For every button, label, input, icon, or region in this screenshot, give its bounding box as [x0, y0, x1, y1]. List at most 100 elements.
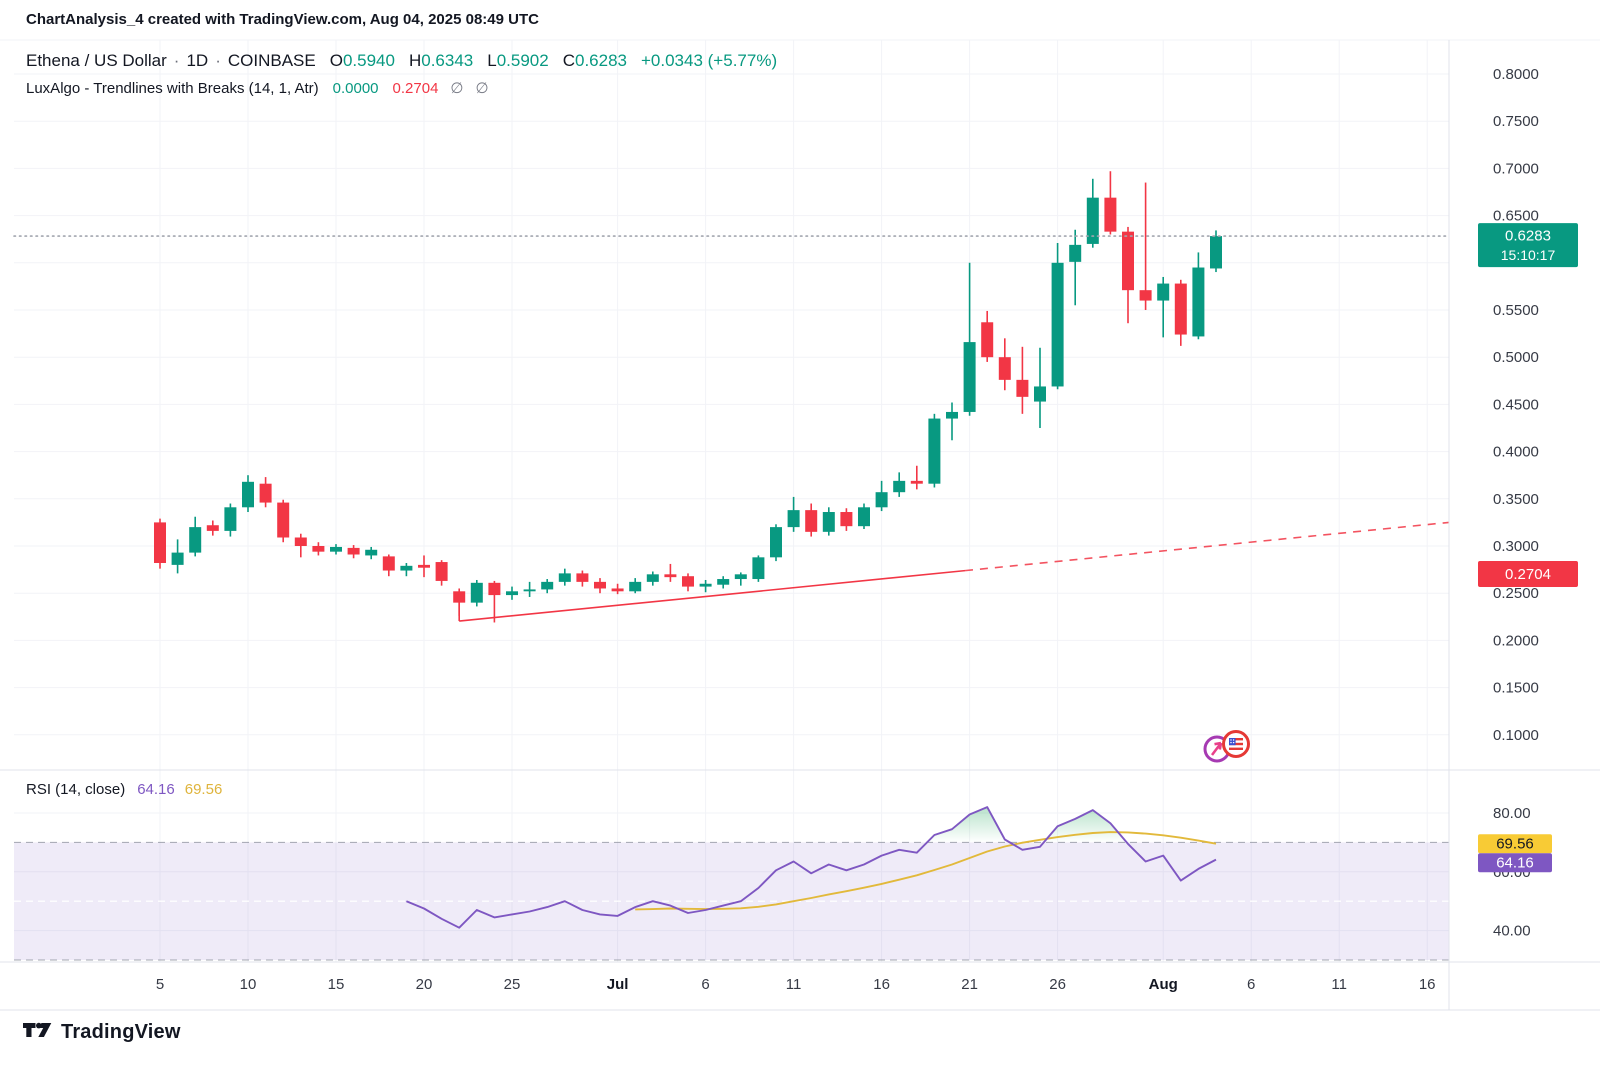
- candle: [365, 546, 378, 560]
- candle: [206, 520, 219, 536]
- rsi-ma-badge: [1478, 834, 1552, 854]
- candle: [822, 507, 835, 536]
- time-axis-label: 21: [961, 976, 978, 993]
- candle: [699, 579, 712, 593]
- candle: [875, 480, 888, 512]
- candle: [154, 518, 166, 569]
- candle: [910, 465, 923, 490]
- low-value: 0.5902: [496, 51, 549, 70]
- tradingview-logo-icon: [22, 1018, 52, 1047]
- candle: [664, 563, 677, 582]
- candle: [594, 578, 606, 594]
- candle: [541, 579, 554, 594]
- price-axis-label: 0.3500: [1493, 491, 1539, 508]
- candle: [858, 503, 870, 530]
- price-axis-label: 0.6500: [1493, 208, 1539, 225]
- candle: [1192, 252, 1205, 340]
- candle: [523, 581, 536, 597]
- empty-set-icon: ∅: [450, 80, 464, 97]
- time-axis-label: 6: [1247, 976, 1255, 993]
- high-value: 0.6343: [421, 51, 474, 70]
- candle: [1016, 346, 1029, 414]
- candle: [1139, 182, 1152, 310]
- candle: [470, 579, 483, 607]
- time-axis-label: Aug: [1149, 976, 1178, 993]
- symbol-name: Ethena / US Dollar: [26, 51, 167, 70]
- rsi-legend-row[interactable]: RSI (14, close) 64.16 69.56: [26, 781, 222, 798]
- interval-label: 1D: [186, 51, 209, 70]
- tradingview-logo-text: TradingView: [61, 1021, 181, 1043]
- time-axis-label: 15: [328, 976, 345, 993]
- rsi-line: [406, 806, 1217, 929]
- candle: [347, 545, 360, 559]
- candle: [770, 524, 782, 562]
- pane-separators: [0, 40, 1600, 1011]
- candle: [629, 578, 642, 594]
- footer-brand[interactable]: TradingView: [22, 1018, 181, 1047]
- candle: [382, 554, 395, 577]
- candle: [558, 568, 571, 586]
- candle: [171, 539, 184, 574]
- candle: [946, 402, 958, 441]
- candle: [1157, 276, 1170, 338]
- trendline-value-badge: [1478, 560, 1578, 587]
- candle: [981, 310, 994, 362]
- candle: [435, 560, 448, 586]
- time-axis-label: 11: [1331, 976, 1347, 993]
- rsi-badge-value: 69.56: [1496, 836, 1534, 853]
- candle: [1051, 242, 1064, 390]
- price-axis-label: 0.7000: [1493, 160, 1539, 177]
- candle: [1086, 178, 1099, 248]
- price-axis-label: 0.7500: [1493, 113, 1539, 130]
- candle: [752, 555, 765, 582]
- candle: [734, 572, 747, 586]
- candle: [805, 503, 818, 537]
- price-axis-label: 0.1500: [1493, 680, 1539, 697]
- candle: [488, 580, 501, 623]
- candle: [1034, 347, 1046, 428]
- exchange-label: COINBASE: [227, 51, 316, 70]
- candle: [224, 503, 237, 537]
- candle: [1104, 171, 1117, 235]
- candle: [418, 555, 430, 578]
- rsi-overbought-fill: [1043, 810, 1127, 843]
- candle: [242, 475, 254, 513]
- candle: [963, 262, 976, 416]
- time-axis-label: 25: [504, 976, 521, 993]
- grid: [0, 39, 1600, 962]
- axis-badges: 0.6283 15:10:17 0.2704 69.56 64.16: [1478, 223, 1578, 873]
- candle: [611, 583, 624, 595]
- rsi-value-badge: [1478, 853, 1552, 873]
- candle: [787, 496, 800, 532]
- candle: [277, 499, 290, 543]
- rsi-badge-value: 64.16: [1496, 855, 1534, 872]
- candle: [893, 472, 906, 497]
- open-label: O: [329, 51, 343, 70]
- last-price-badge-value: 0.6283: [1505, 228, 1551, 245]
- us-flag-circle-icon[interactable]: [1222, 730, 1250, 758]
- rsi-overbought-fill: [927, 807, 1010, 843]
- change-value: +0.0343 (+5.77%): [641, 51, 778, 70]
- candle: [1210, 230, 1222, 273]
- close-label: C: [562, 51, 575, 70]
- symbol-legend-row[interactable]: Ethena / US Dollar · 1D · COINBASE O0.59…: [26, 51, 777, 71]
- high-label: H: [408, 51, 422, 70]
- price-axis[interactable]: 0.8000 0.7500 0.7000 0.6500 0.5500 0.5000 0.45…: [1493, 66, 1539, 744]
- rsi-axis-label: 80.00: [1493, 805, 1531, 822]
- rsi-value: 64.16: [137, 781, 175, 798]
- open-value: 0.5940: [342, 51, 395, 70]
- time-axis-label: Jul: [607, 976, 629, 993]
- low-label: L: [487, 51, 497, 70]
- time-axis-label: 6: [701, 976, 709, 993]
- price-axis-label: 0.1000: [1493, 727, 1539, 744]
- time-axis[interactable]: 5 10 15 20 25 Jul 6 11 16 21 26 Aug 6 11 16: [156, 976, 1436, 993]
- last-price-badge: [1478, 223, 1578, 268]
- rsi-ma-value: 69.56: [184, 781, 223, 798]
- trendline[interactable]: [458, 521, 1450, 622]
- indicator-legend-row[interactable]: LuxAlgo - Trendlines with Breaks (14, 1,…: [26, 79, 489, 97]
- bar-countdown: 15:10:17: [1501, 247, 1556, 263]
- time-axis-label: 11: [786, 976, 802, 993]
- candle: [998, 338, 1011, 391]
